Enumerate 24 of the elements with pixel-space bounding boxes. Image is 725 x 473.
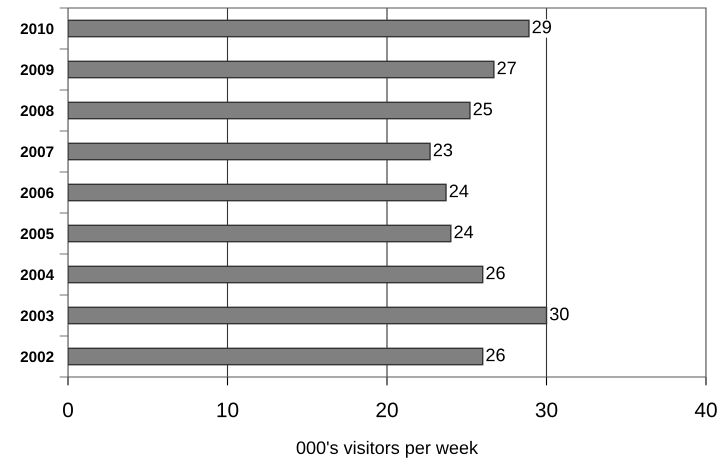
x-tick-label: 0 (63, 402, 73, 418)
data-label: 30 (550, 308, 569, 320)
y-tick-label: 2007 (20, 146, 54, 158)
x-tick-label: 40 (694, 402, 717, 418)
data-label: 24 (450, 184, 468, 198)
y-tick-label: 2003 (20, 310, 54, 322)
y-tick-label: 2004 (20, 269, 54, 280)
x-tick-label: 30 (536, 402, 558, 418)
data-label: 26 (486, 266, 505, 280)
y-tick-label: 2008 (20, 105, 54, 116)
y-tick-label: 2009 (20, 64, 54, 76)
y-tick-label: 2002 (20, 351, 54, 362)
x-axis-title: 000's visitors per week (296, 440, 478, 458)
y-tick-label: 2006 (20, 187, 54, 198)
x-tick-label: 20 (376, 402, 398, 418)
y-tick-label: 2010 (20, 23, 54, 34)
data-label: 29 (532, 20, 551, 34)
data-label: 25 (474, 102, 492, 116)
data-label: 24 (454, 226, 474, 238)
data-label: 27 (498, 62, 516, 74)
data-label: 26 (486, 348, 505, 362)
x-tick-label: 10 (218, 402, 238, 418)
y-tick-label: 2005 (20, 228, 54, 240)
data-label: 23 (434, 144, 452, 156)
